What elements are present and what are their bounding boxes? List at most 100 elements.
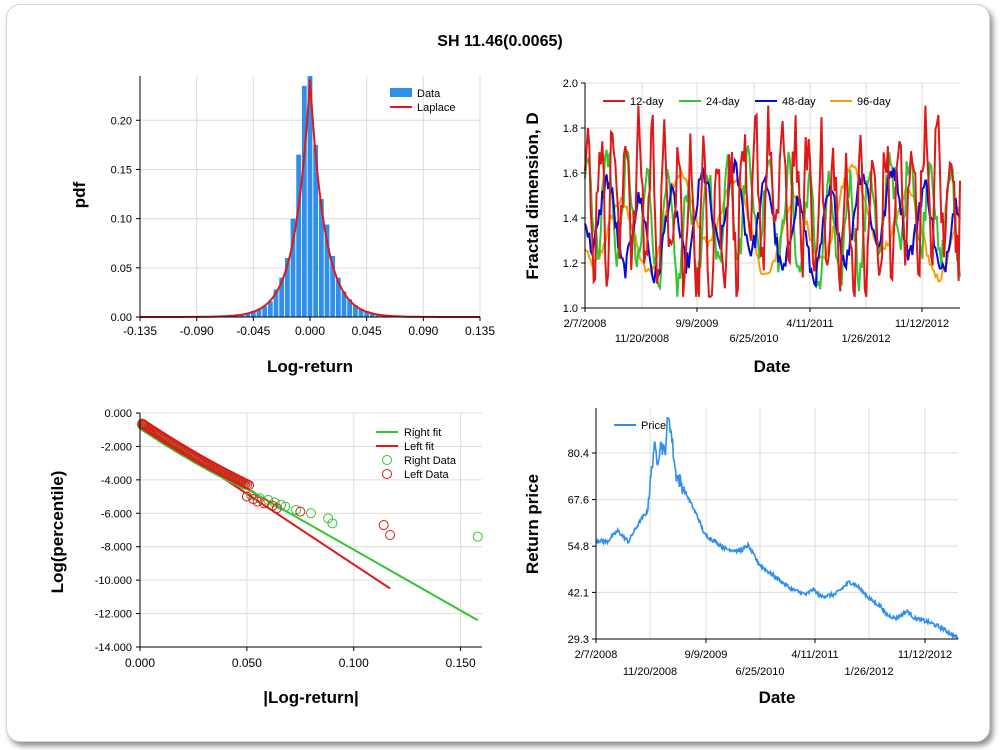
y-tick-label: 0.05 [111,263,132,275]
pdf-panel: 0.00 0.05 0.10 0.15 0.20 -0.135 -0.090 -0.045 0.… [70,76,495,376]
left-data-point [194,453,205,464]
legend-label: Right fit [404,427,441,439]
series-line-96-day [584,162,961,283]
y-axis-label: Log(percentile) [48,471,67,594]
legend-label: 12-day [630,96,664,108]
left-data-point [200,457,211,468]
histogram-bar [239,315,245,317]
left-data-point [252,496,263,507]
x-tick-label: 2/7/2008 [575,649,618,661]
y-tick-label: 1.8 [563,123,578,135]
left-data-point [179,445,190,456]
y-tick-label: 67.6 [568,495,589,507]
legend-label: Right Data [404,455,457,467]
log-percentile-panel: 0.000 -2.000 -4.000 -6.000 -8.000 -10.000 -12.… [48,408,483,707]
x-tick-label: -0.135 [123,324,157,338]
x-tick-label: 1/26/2012 [845,666,894,678]
x-tick-label: 11/20/2008 [623,666,677,678]
y-tick-label: 1.0 [563,303,578,315]
right-data-point [291,504,302,515]
left-data-point [195,454,206,465]
left-data-point [183,447,194,458]
left-data-point [244,480,255,491]
histogram-bar [307,76,313,317]
y-tick-label: 1.6 [563,168,578,180]
y-tick-label: -10.000 [95,575,132,587]
x-tick-label: 0.000 [125,656,155,670]
histogram-bar [335,277,341,317]
histogram-bar [296,154,302,317]
histogram-bar [318,198,324,317]
histogram-bar [267,301,273,317]
y-tick-label: -12.000 [95,609,132,621]
x-axis-label: Date [754,357,791,376]
histogram-bar [245,313,251,317]
x-axis-label: Log-return [267,357,353,376]
histogram-bar [273,289,279,317]
histogram-bar [358,309,364,317]
histogram-bar [279,277,285,317]
left-data-point [186,449,197,460]
left-data-point [295,506,306,517]
left-data-point [242,479,253,490]
left-data-point [378,519,389,530]
x-tick-label: 4/11/2011 [786,318,833,330]
y-tick-label: 0.10 [111,214,132,226]
series-line-12-day [584,105,961,298]
histogram-bar [250,311,256,317]
y-tick-label: 0.00 [111,312,132,324]
x-tick-label: 9/9/2009 [676,318,719,330]
y-tick-label: -8.000 [101,542,132,554]
legend-label: Left Data [404,469,450,481]
y-tick-label: -4.000 [101,475,132,487]
left-data-point [241,491,252,502]
x-tick-label: 0.090 [408,324,438,338]
left-data-point [199,456,210,467]
legend-label: Left fit [404,441,434,453]
x-tick-label: -0.090 [180,324,214,338]
legend-label: 48-day [782,96,816,108]
legend-label: 24-day [706,96,740,108]
histogram-bar [347,299,353,317]
left-data-point [181,446,192,457]
y-tick-label: 54.8 [568,541,589,553]
histogram-bar [313,144,319,317]
histogram-bar [284,257,290,317]
left-data-point [192,453,203,464]
x-tick-label: 11/12/2012 [898,649,952,661]
legend-swatch [382,469,392,479]
x-tick-label: 11/12/2012 [895,318,949,330]
left-data-point [197,455,208,466]
y-tick-label: 42.1 [568,587,589,599]
histogram-bar [256,309,262,317]
y-tick-label: -14.000 [95,642,132,654]
y-tick-label: 80.4 [568,448,589,460]
left-data-point [184,448,195,459]
x-tick-label: 9/9/2009 [685,649,728,661]
y-tick-label: 2.0 [563,78,578,90]
histogram-bar [330,256,336,317]
y-tick-label: 1.4 [563,213,578,225]
x-axis-label: Date [759,688,796,707]
y-tick-label: -6.000 [101,508,132,520]
x-tick-label: 0.000 [295,324,325,338]
histogram-bar [301,85,307,317]
y-tick-label: 0.000 [104,408,132,420]
right-data-point [327,518,338,529]
price-line [595,417,959,640]
histogram-bar [369,313,375,317]
return-price-panel: 80.4 67.6 54.8 42.1 29.3 2/7/2008 9/9/2009 4/11… [523,408,959,707]
x-axis-label: |Log-return| [263,688,358,707]
x-tick-label: 0.045 [352,324,382,338]
left-data-point [385,530,396,541]
right-data-point [306,508,316,519]
x-tick-label: 6/25/2010 [736,666,785,678]
fractal-dimension-panel: 1.0 1.2 1.4 1.6 1.8 2.0 2/7/2008 9/9/2009 4/11/2… [523,78,961,376]
left-data-point [271,503,282,514]
histogram-bar [262,306,268,317]
y-tick-label: 0.20 [111,115,132,127]
chart-card [6,4,990,742]
y-tick-label: 29.3 [568,634,589,646]
histogram-bar [364,311,370,317]
